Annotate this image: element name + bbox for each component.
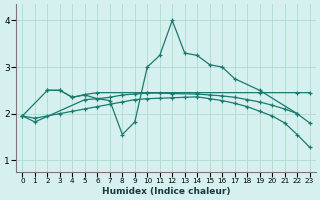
X-axis label: Humidex (Indice chaleur): Humidex (Indice chaleur) — [102, 187, 230, 196]
